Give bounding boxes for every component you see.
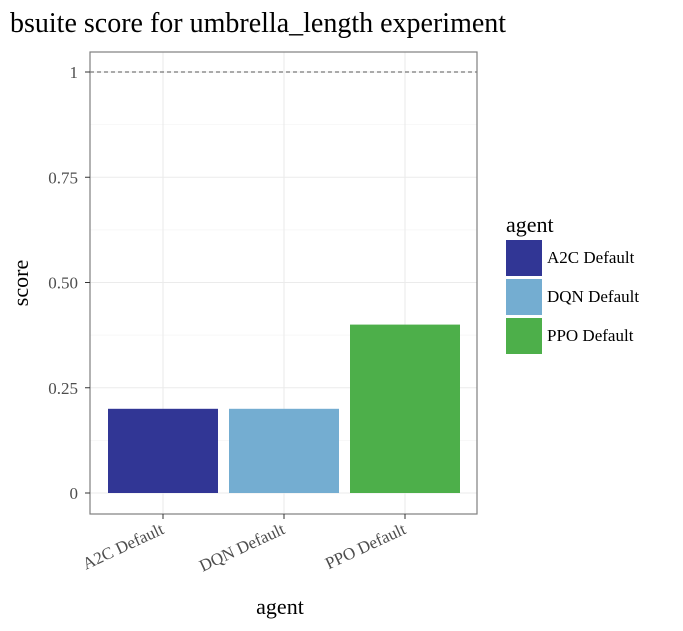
y-tick-label: 1 xyxy=(70,63,79,82)
legend-swatch xyxy=(506,240,542,276)
legend-swatch xyxy=(506,318,542,354)
bars xyxy=(108,324,460,493)
legend-label: DQN Default xyxy=(547,287,639,306)
x-tick-label: PPO Default xyxy=(322,519,409,573)
y-axis-title: score xyxy=(8,260,33,306)
x-axis-title: agent xyxy=(256,594,304,619)
x-tick-label: DQN Default xyxy=(196,519,288,575)
y-tick-label: 0.75 xyxy=(48,168,78,187)
x-tick-label: A2C Default xyxy=(80,519,167,573)
legend-title: agent xyxy=(506,212,554,237)
bar-dqn-default xyxy=(229,408,339,493)
y-tick-label: 0.25 xyxy=(48,379,78,398)
legend: agent A2C Default DQN Default PPO Default xyxy=(506,212,639,354)
legend-swatch xyxy=(506,279,542,315)
y-tick-label: 0.50 xyxy=(48,274,78,293)
y-axis-ticks: 0 0.25 0.50 0.75 1 xyxy=(48,63,90,503)
y-tick-label: 0 xyxy=(70,484,79,503)
bar-a2c-default xyxy=(108,408,218,493)
legend-label: A2C Default xyxy=(547,248,635,267)
legend-label: PPO Default xyxy=(547,326,634,345)
bar-ppo-default xyxy=(350,324,460,493)
x-axis-ticks: A2C Default DQN Default PPO Default xyxy=(80,514,409,576)
chart-title: bsuite score for umbrella_length experim… xyxy=(10,8,506,39)
